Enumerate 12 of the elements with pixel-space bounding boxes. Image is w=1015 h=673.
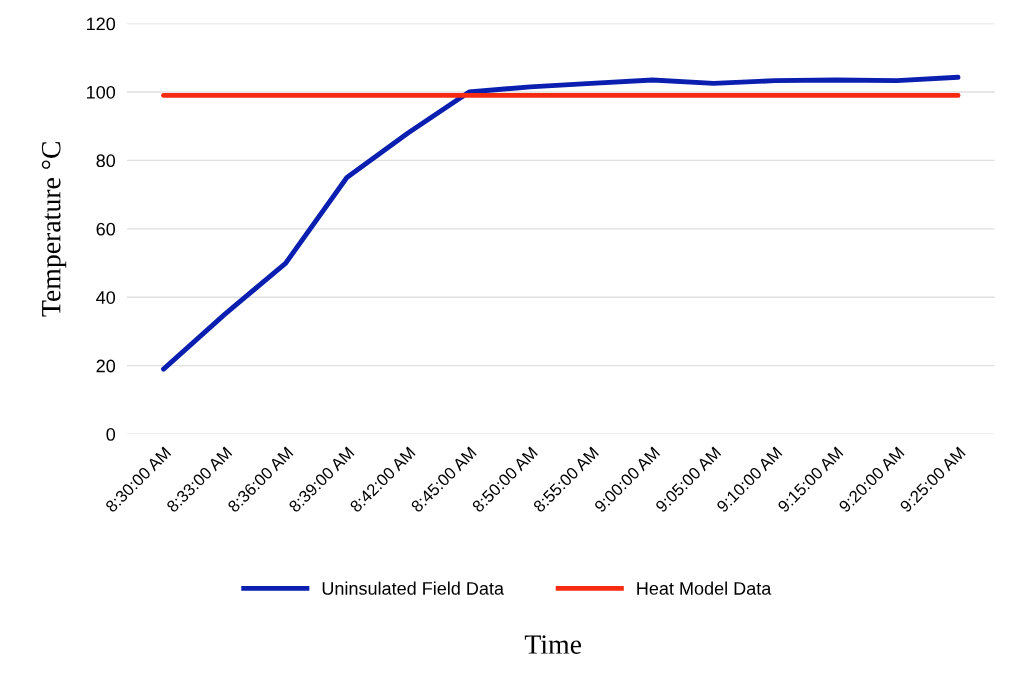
y-axis-title: Temperature °C <box>41 142 67 317</box>
line-series <box>161 74 961 372</box>
y-tick-label: 100 <box>87 85 116 99</box>
x-axis-title: Time <box>524 635 582 654</box>
y-tick-label: 80 <box>96 154 116 168</box>
legend-label: Uninsulated Field Data <box>322 581 505 595</box>
y-tick-label: 40 <box>96 291 116 304</box>
legend-label: Heat Model Data <box>637 581 772 595</box>
y-tick-label: 0 <box>106 428 116 441</box>
y-tick-label: 60 <box>96 222 116 236</box>
y-tick-label: 120 <box>87 17 116 31</box>
y-tick-label: 20 <box>96 359 116 373</box>
